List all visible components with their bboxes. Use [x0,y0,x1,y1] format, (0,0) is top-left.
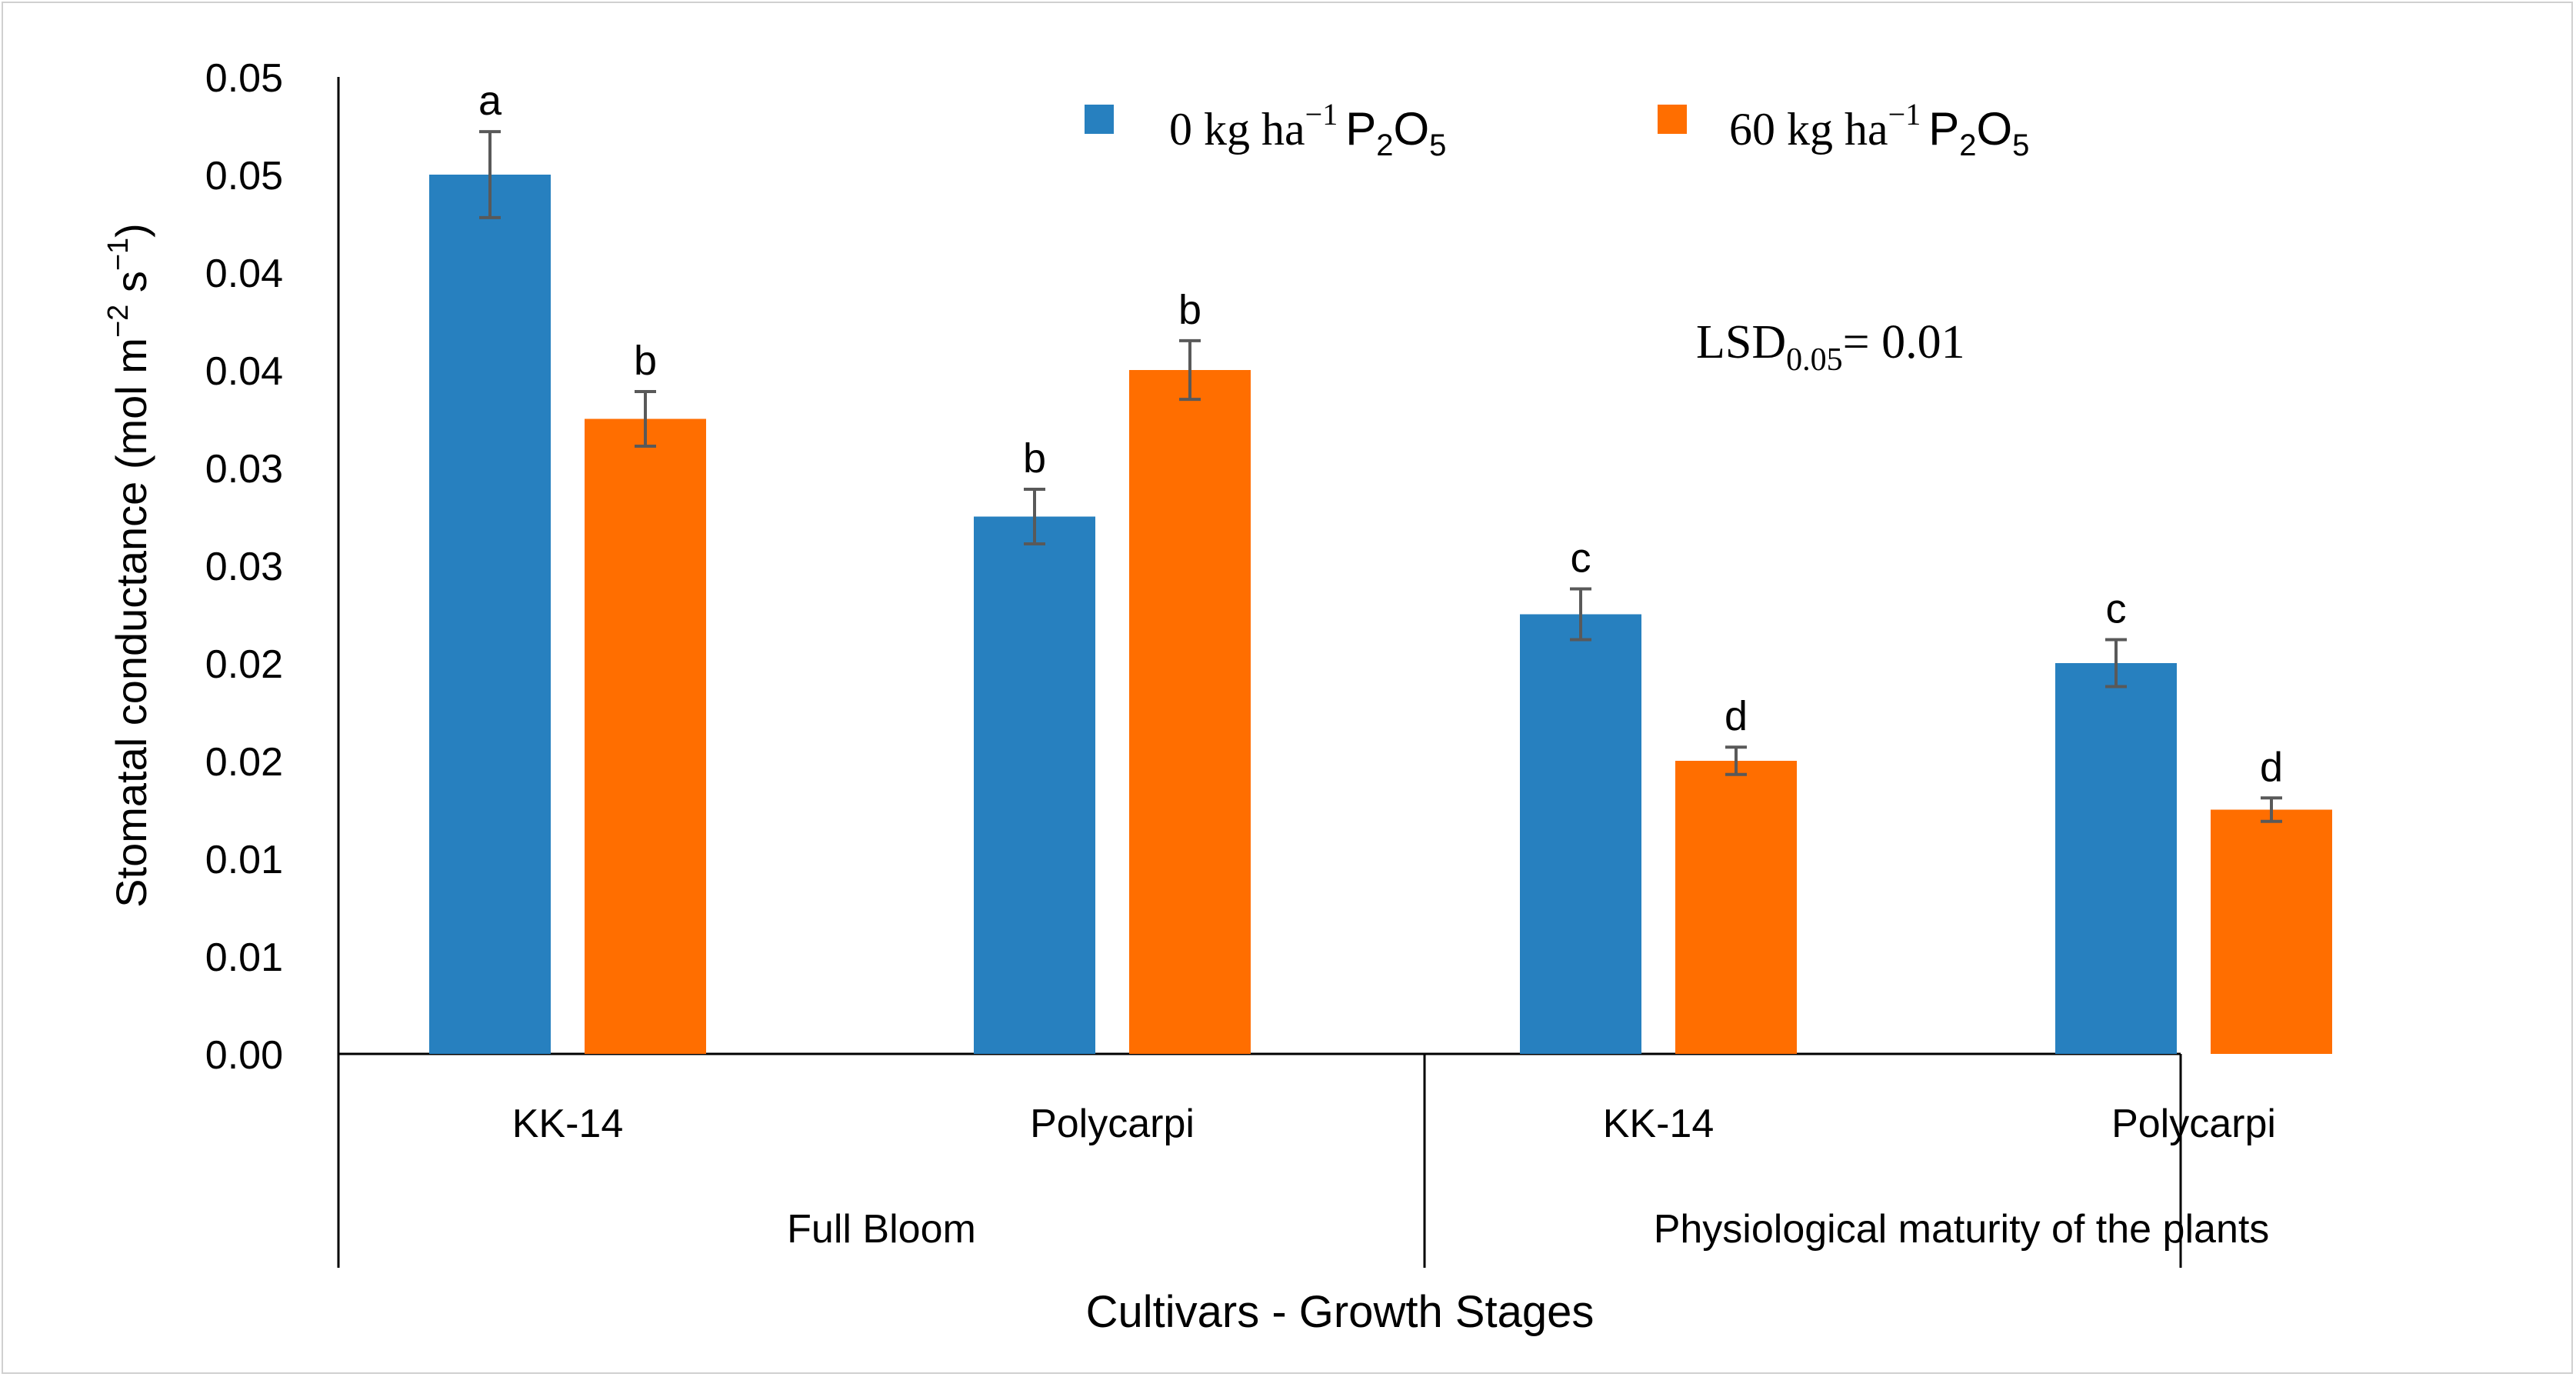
error-bar [1024,487,1045,546]
legend-swatch-0kg [1085,105,1114,134]
significance-letter: a [478,78,502,124]
error-bar [1179,338,1201,402]
y-tick-label: 0.05 [205,154,283,198]
significance-letter: b [634,338,657,384]
y-axis-title: Stomatal conductance (mol m−2 s−1) [102,223,155,908]
y-tick-label: 0.02 [205,740,283,785]
error-bar [1570,587,1591,642]
bar-60kg-1 [1129,370,1251,1054]
y-tick-label: 0.05 [205,56,283,101]
error-bar [635,389,656,448]
y-tick-labels: 0.00 0.01 0.01 0.02 0.02 0.03 0.03 0.04 0.04 0.05… [205,56,283,1078]
significance-letters: a b c c b b d d [478,78,2283,790]
significance-letter: b [1023,435,1046,482]
y-tick-label: 0.01 [205,838,283,882]
error-bar [2261,796,2282,823]
bar-0kg-3 [2055,663,2177,1054]
category-label: KK-14 [1603,1102,1715,1146]
category-label: KK-14 [512,1102,624,1146]
y-tick-label: 0.03 [205,545,283,589]
bar-0kg-2 [1520,614,1641,1054]
y-tick-label: 0.03 [205,447,283,492]
group-labels: Full Bloom Physiological maturity of the … [787,1207,2269,1252]
error-bar [1725,745,1747,776]
category-label: Polycarpi [2111,1102,2276,1146]
significance-letter: d [2260,744,2283,790]
significance-letter: c [1571,535,1591,581]
error-bars [479,130,2282,823]
error-bar [2105,638,2127,688]
significance-letter: c [2106,586,2127,632]
bar-0kg-0 [429,175,551,1054]
y-tick-label: 0.04 [205,252,283,296]
y-tick-label: 0.00 [205,1033,283,1078]
group-label: Physiological maturity of the plants [1654,1207,2270,1252]
significance-letter: d [1725,693,1748,739]
legend-label-0kg: 0 kg ha−1 P2O5 [1169,97,1446,162]
error-bar [479,130,501,219]
legend: 0 kg ha−1 P2O5 60 kg ha−1 P2O5 [1085,97,2029,162]
legend-swatch-60kg [1658,105,1687,134]
y-tick-label: 0.01 [205,935,283,980]
bar-60kg-3 [2211,809,2332,1054]
significance-letter: b [1178,287,1201,333]
lsd-annotation: LSD0.05= 0.01 [1696,316,1965,378]
y-tick-label: 0.04 [205,349,283,394]
bar-60kg-0 [585,418,706,1054]
y-tick-label: 0.02 [205,642,283,687]
bars [429,175,2332,1054]
bar-0kg-1 [974,516,1095,1054]
category-label: Polycarpi [1030,1102,1195,1146]
bar-60kg-2 [1675,761,1797,1054]
group-label: Full Bloom [787,1207,976,1252]
category-labels: KK-14 Polycarpi KK-14 Polycarpi [512,1102,2276,1146]
x-axis-title: Cultivars - Growth Stages [1086,1287,1595,1337]
legend-label-60kg: 60 kg ha−1 P2O5 [1729,97,2029,162]
